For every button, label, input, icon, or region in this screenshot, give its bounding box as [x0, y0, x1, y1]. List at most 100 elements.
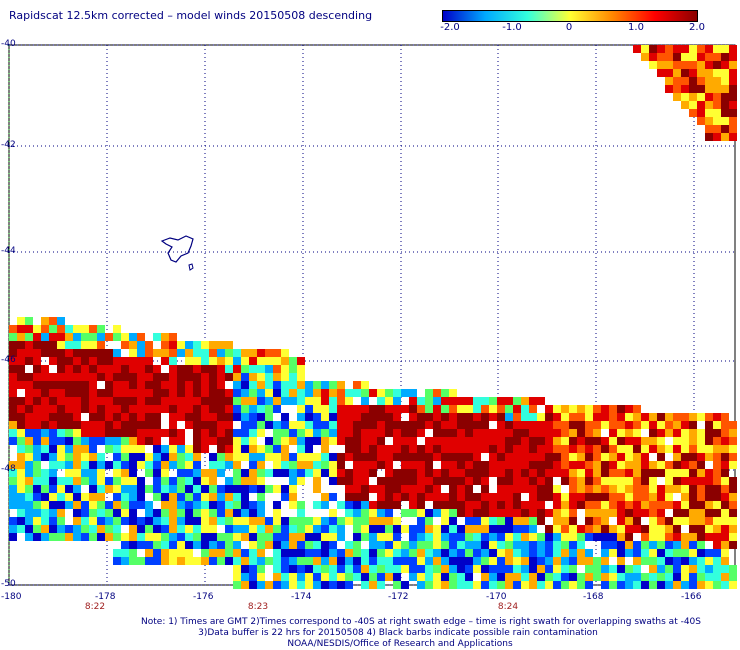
wind-cell — [673, 501, 681, 509]
wind-cell — [97, 405, 105, 413]
wind-cell — [129, 365, 137, 373]
wind-cell — [265, 349, 273, 357]
wind-cell — [25, 333, 33, 341]
wind-cell — [601, 477, 609, 485]
wind-cell — [609, 469, 617, 477]
wind-cell — [337, 453, 345, 461]
wind-cell — [537, 517, 545, 525]
wind-cell — [569, 533, 577, 541]
wind-cell — [561, 437, 569, 445]
wind-cell — [481, 501, 489, 509]
wind-cell — [241, 493, 249, 501]
wind-cell — [681, 429, 689, 437]
wind-cell — [697, 445, 705, 453]
wind-cell — [313, 437, 321, 445]
wind-cell — [265, 373, 273, 381]
wind-cell — [473, 421, 481, 429]
wind-cell — [121, 421, 129, 429]
wind-cell — [641, 45, 649, 53]
wind-cell — [33, 533, 41, 541]
wind-cell — [185, 493, 193, 501]
wind-cell — [129, 493, 137, 501]
wind-cell — [273, 549, 281, 557]
wind-cell — [177, 533, 185, 541]
wind-cell — [153, 461, 161, 469]
wind-cell — [577, 525, 585, 533]
wind-cell — [9, 437, 17, 445]
wind-cell — [89, 485, 97, 493]
wind-cell — [209, 349, 217, 357]
wind-cell — [521, 421, 529, 429]
wind-cell — [281, 533, 289, 541]
wind-cell — [41, 317, 49, 325]
wind-cell — [33, 469, 41, 477]
wind-cell — [705, 101, 713, 109]
wind-cell — [697, 109, 705, 117]
wind-cell — [233, 469, 241, 477]
wind-cell — [497, 501, 505, 509]
wind-cell — [177, 405, 185, 413]
wind-cell — [185, 501, 193, 509]
wind-cell — [113, 381, 121, 389]
wind-cell — [441, 493, 449, 501]
wind-cell — [361, 485, 369, 493]
wind-cell — [561, 533, 569, 541]
wind-cell — [689, 429, 697, 437]
wind-cell — [225, 405, 233, 413]
wind-cell — [217, 365, 225, 373]
wind-cell — [65, 453, 73, 461]
wind-cell — [433, 437, 441, 445]
wind-cell — [129, 477, 137, 485]
wind-cell — [217, 461, 225, 469]
wind-cell — [617, 493, 625, 501]
wind-cell — [441, 397, 449, 405]
wind-cell — [177, 469, 185, 477]
wind-cell — [705, 485, 713, 493]
wind-cell — [641, 53, 649, 61]
wind-cell — [185, 365, 193, 373]
wind-cell — [545, 469, 553, 477]
wind-cell — [689, 493, 697, 501]
wind-cell — [329, 429, 337, 437]
wind-cell — [489, 533, 497, 541]
wind-cell — [297, 533, 305, 541]
wind-cell — [217, 437, 225, 445]
wind-cell — [369, 525, 377, 533]
wind-cell — [433, 477, 441, 485]
wind-cell — [201, 357, 209, 365]
wind-cell — [393, 549, 401, 557]
wind-cell — [561, 581, 569, 589]
wind-cell — [209, 373, 217, 381]
wind-cell — [193, 501, 201, 509]
wind-cell — [121, 341, 129, 349]
wind-cell — [617, 445, 625, 453]
wind-cell — [665, 421, 673, 429]
wind-cell — [697, 453, 705, 461]
wind-cell — [625, 565, 633, 573]
wind-cell — [209, 437, 217, 445]
wind-cell — [449, 389, 457, 397]
wind-cell — [673, 69, 681, 77]
wind-cell — [153, 445, 161, 453]
wind-cell — [57, 517, 65, 525]
wind-cell — [17, 317, 25, 325]
wind-cell — [441, 581, 449, 589]
wind-cell — [209, 405, 217, 413]
wind-cell — [529, 405, 537, 413]
wind-cell — [441, 501, 449, 509]
wind-cell — [97, 485, 105, 493]
wind-cell — [561, 501, 569, 509]
wind-cell — [465, 461, 473, 469]
wind-cell — [353, 405, 361, 413]
wind-cell — [457, 573, 465, 581]
wind-cell — [121, 477, 129, 485]
wind-cell — [577, 501, 585, 509]
wind-cell — [457, 397, 465, 405]
wind-cell — [217, 485, 225, 493]
wind-cell — [617, 565, 625, 573]
wind-cell — [121, 533, 129, 541]
wind-cell — [73, 525, 81, 533]
wind-cell — [417, 477, 425, 485]
wind-cell — [217, 421, 225, 429]
wind-cell — [545, 405, 553, 413]
